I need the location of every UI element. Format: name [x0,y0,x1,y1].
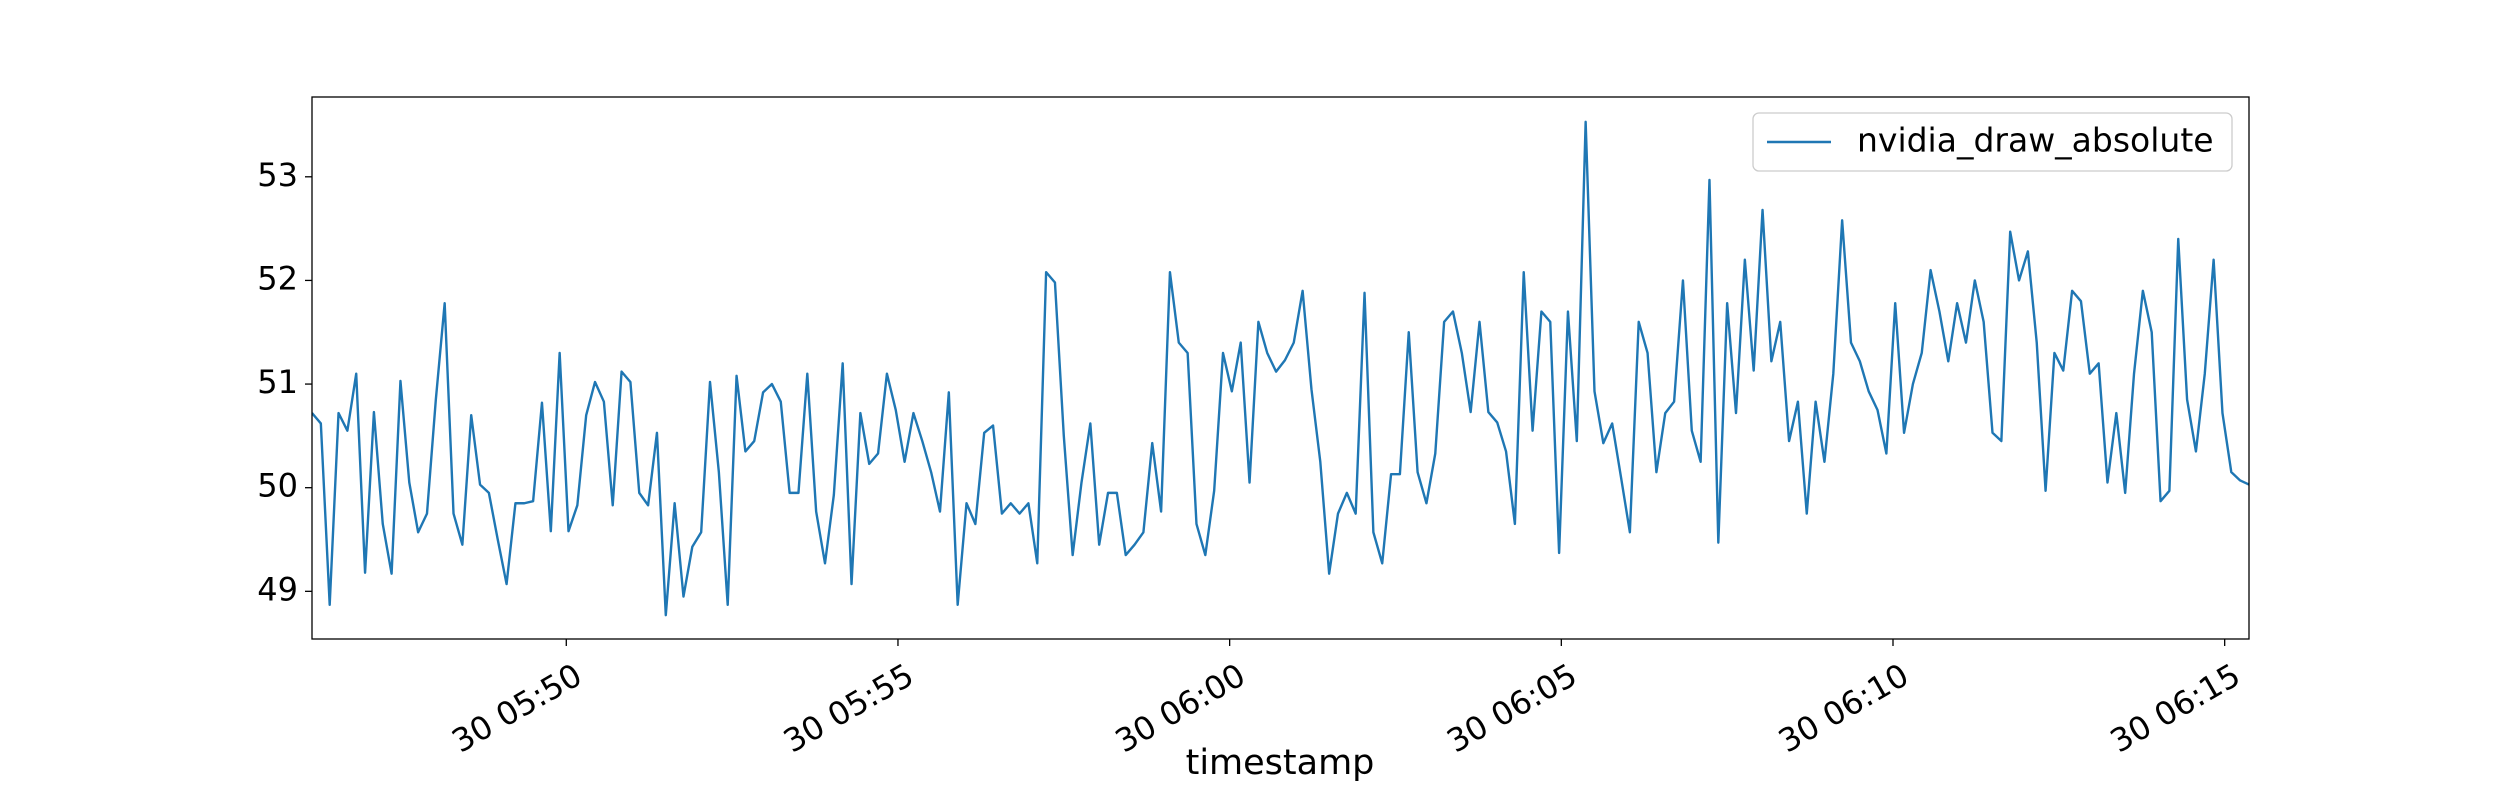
y-tick-label: 51 [257,363,298,401]
legend-label: nvidia_draw_absolute [1857,121,2214,160]
x-axis-label: timestamp [1186,743,1375,783]
y-tick-label: 53 [257,156,298,194]
y-tick-label: 52 [257,259,298,297]
x-tick-label: 30 06:05 [1440,656,1583,760]
plot-frame [311,96,2250,640]
x-tick-label: 30 06:15 [2104,656,2247,760]
y-tick-label: 49 [257,570,298,608]
x-tick-label: 30 06:10 [1772,656,1915,760]
data-line [312,120,2249,617]
legend: nvidia_draw_absolute [1752,112,2233,172]
legend-box [1752,112,2233,172]
x-tick-label: 30 05:55 [777,656,920,760]
y-tick-label: 50 [257,467,298,505]
x-tick-label: 30 05:50 [445,656,588,760]
